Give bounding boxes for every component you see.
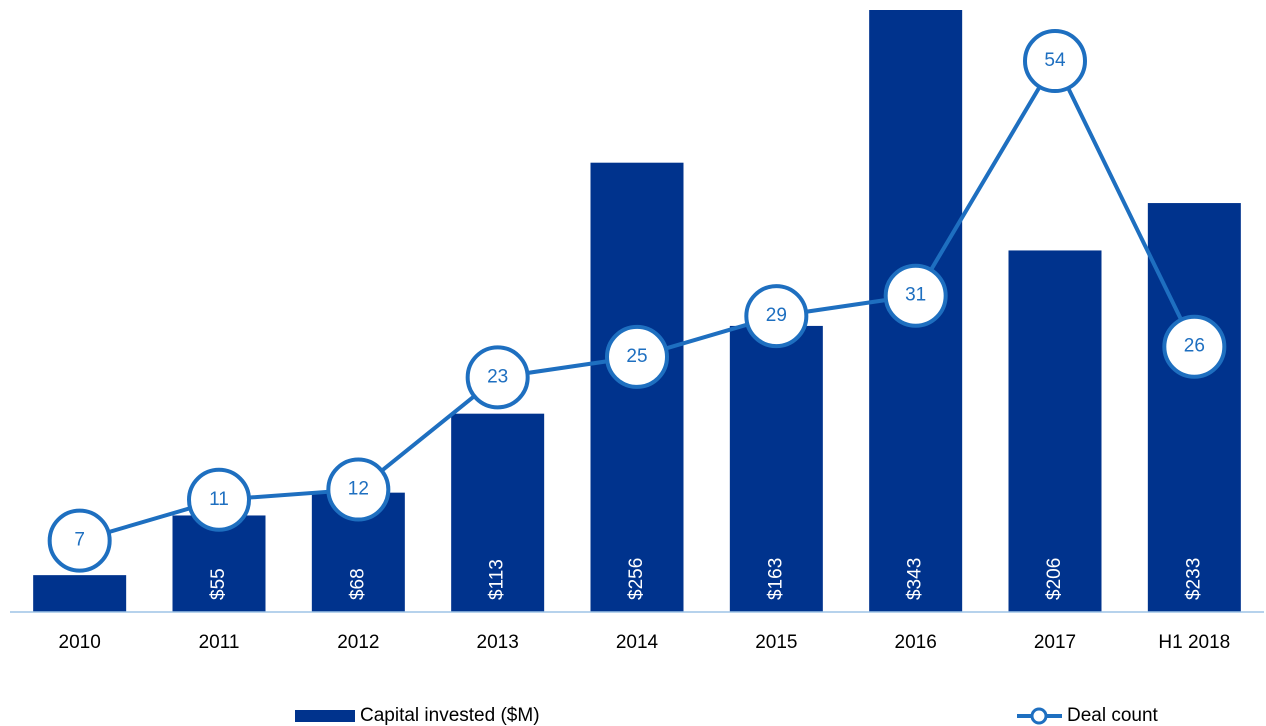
line-marker [1162,314,1227,379]
legend-label: Capital invested ($M) [360,705,540,726]
line-marker [47,508,112,573]
bar [729,325,823,612]
line-value-label: 29 [766,305,787,326]
bar-value-label: $55 [208,568,229,600]
line-marker [883,263,948,328]
bar-value-label: $206 [1044,558,1065,600]
line-value-label: 54 [1044,50,1066,71]
bar-value-label: $233 [1183,558,1204,600]
bar [451,413,545,612]
line-marker [326,457,391,522]
bar-value-label: $256 [626,558,647,600]
x-tick-label: 2012 [337,632,379,653]
line-marker [1023,29,1087,94]
bar-value-label: $113 [487,559,508,600]
line-marker [465,345,530,410]
line-value-label: 31 [905,285,926,306]
x-tick-label: 2010 [59,632,101,653]
x-tick-label: 2016 [895,632,937,653]
x-tick-label: 2013 [477,632,519,653]
line-marker [605,324,669,389]
bar [33,575,127,612]
legend-label: Deal count [1067,705,1159,726]
bar-value-label: $163 [765,558,786,600]
legend-swatch [295,710,355,722]
legend-swatch-marker [1030,707,1048,725]
x-tick-label: 2017 [1034,632,1076,653]
x-tick-label: H1 2018 [1158,632,1230,653]
bar [1008,250,1102,612]
bar-value-label: $68 [347,568,368,600]
line-value-label: 25 [626,346,647,367]
x-tick-label: 2011 [199,632,240,653]
line-value-label: 7 [74,530,85,551]
line-marker [744,284,809,349]
x-tick-label: 2015 [755,632,797,653]
line-value-label: 23 [487,366,508,387]
line-value-label: 12 [348,479,369,500]
bar [1147,203,1241,612]
bar-value-label: $343 [905,558,926,600]
line-value-label: 11 [209,489,229,510]
line-marker [187,467,251,532]
line-value-label: 26 [1184,336,1205,357]
x-tick-label: 2014 [616,632,659,653]
